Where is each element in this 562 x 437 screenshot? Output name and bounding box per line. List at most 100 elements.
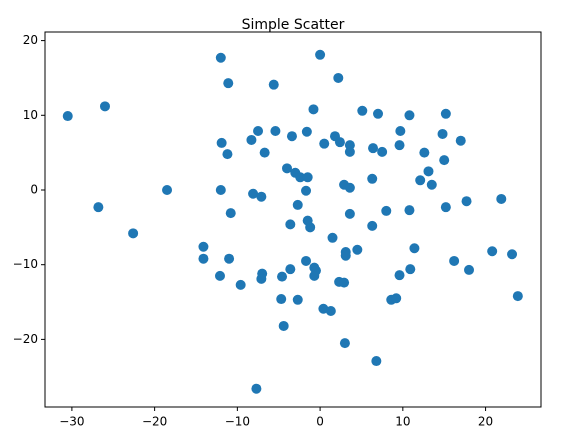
point (333, 72, 344, 83)
point (405, 264, 416, 275)
point (394, 140, 405, 151)
point (507, 249, 518, 260)
point (93, 202, 104, 213)
point (373, 108, 384, 119)
point (308, 104, 319, 115)
point (344, 146, 355, 157)
point (256, 191, 267, 202)
point (198, 241, 209, 252)
point (286, 131, 297, 142)
point (99, 101, 110, 112)
point (487, 246, 498, 257)
point (223, 78, 234, 89)
point (334, 137, 345, 148)
y-tick-label: −10 (13, 257, 38, 271)
point (256, 273, 267, 284)
point (235, 279, 246, 290)
point (162, 184, 173, 195)
point (268, 79, 279, 90)
point (285, 219, 296, 230)
point (253, 125, 264, 136)
point (327, 232, 338, 243)
point (278, 320, 289, 331)
point (464, 264, 475, 275)
point (404, 110, 415, 121)
point (440, 108, 451, 119)
point (309, 270, 320, 281)
x-tick-label: −30 (59, 415, 84, 429)
point (270, 125, 281, 136)
point (437, 128, 448, 139)
point (259, 147, 270, 158)
x-tick-label: 20 (478, 415, 493, 429)
point (455, 135, 466, 146)
point (357, 105, 368, 116)
y-tick-label: −20 (13, 332, 38, 346)
point (419, 147, 430, 158)
y-tick-label: 10 (23, 108, 38, 122)
point (512, 291, 523, 302)
y-tick-label: 20 (23, 33, 38, 47)
plot-frame (44, 31, 542, 408)
point (404, 205, 415, 216)
point (198, 253, 209, 264)
point (367, 220, 378, 231)
point (325, 306, 336, 317)
point (222, 149, 233, 160)
point (128, 228, 139, 239)
point (368, 143, 379, 154)
point (225, 208, 236, 219)
point (292, 199, 303, 210)
point (391, 293, 402, 304)
point (461, 196, 472, 207)
point (248, 188, 259, 199)
x-tick-label: 0 (316, 415, 324, 429)
point (251, 383, 262, 394)
point (319, 138, 330, 149)
point (339, 277, 350, 288)
point (215, 52, 226, 63)
point (301, 185, 312, 196)
point (426, 179, 437, 190)
point (352, 244, 363, 255)
point (292, 294, 303, 305)
point (423, 166, 434, 177)
point (295, 172, 306, 183)
x-tick-label: −10 (225, 415, 250, 429)
point (214, 270, 225, 281)
point (381, 205, 392, 216)
point (496, 193, 507, 204)
point (302, 172, 313, 183)
point (246, 134, 257, 145)
point (344, 182, 355, 193)
chart-title: Simple Scatter (242, 17, 345, 33)
point (415, 175, 426, 186)
point (301, 126, 312, 137)
point (439, 155, 450, 166)
point (276, 294, 287, 305)
y-tick-label: 0 (30, 182, 38, 196)
point (344, 208, 355, 219)
point (277, 271, 288, 282)
point (377, 146, 388, 157)
point (394, 270, 405, 281)
x-tick-label: −20 (142, 415, 167, 429)
point (282, 163, 293, 174)
point (340, 250, 351, 261)
point (301, 255, 312, 266)
point (409, 243, 420, 254)
point (395, 125, 406, 136)
point (315, 49, 326, 60)
point (371, 356, 382, 367)
point (216, 137, 227, 148)
point (449, 255, 460, 266)
point (224, 253, 235, 264)
point (339, 338, 350, 349)
point (285, 264, 296, 275)
point (305, 222, 316, 233)
x-tick-label: 10 (395, 415, 410, 429)
point (215, 184, 226, 195)
point (440, 202, 451, 213)
